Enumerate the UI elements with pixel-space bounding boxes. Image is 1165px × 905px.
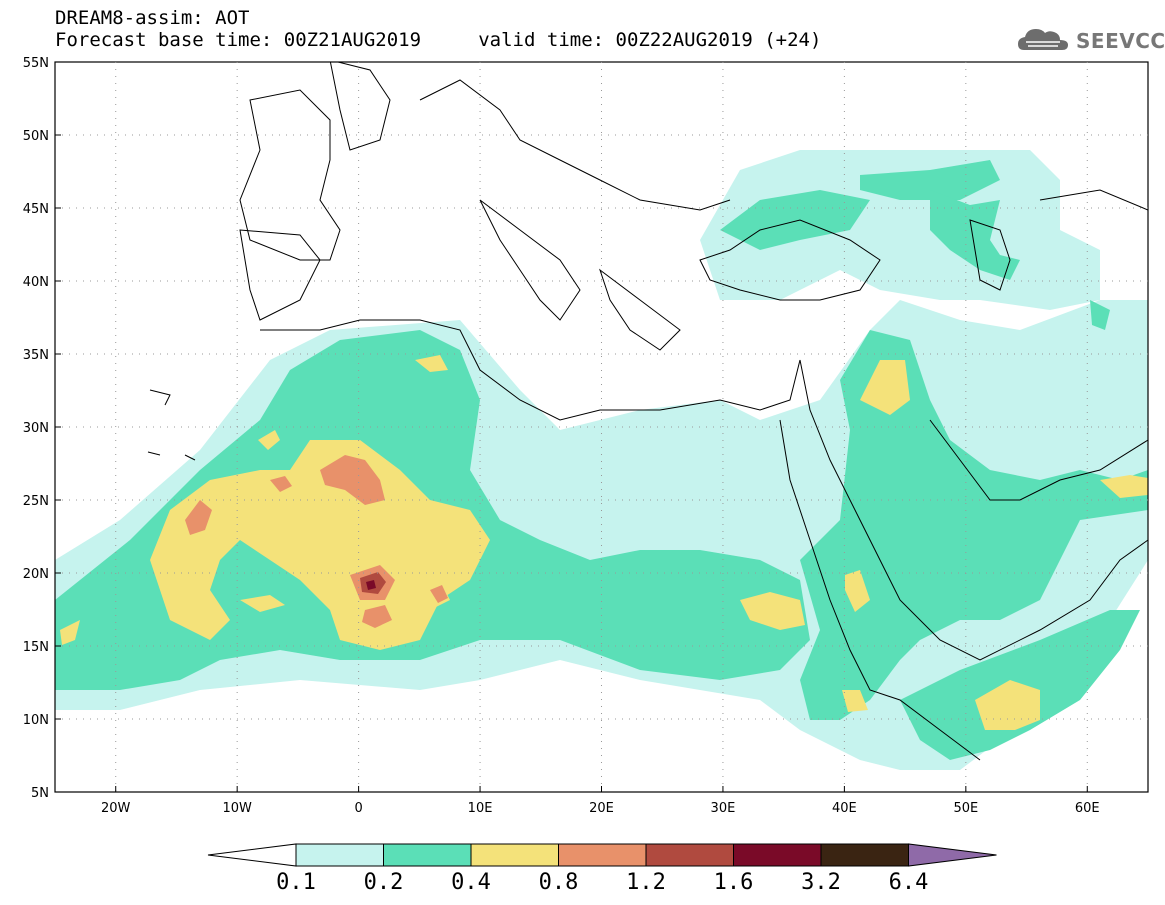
lon-label: 30E <box>711 801 736 816</box>
seevccc-logo: SEEVCCC <box>1016 24 1165 56</box>
lat-label: 35N <box>23 348 49 363</box>
lat-label: 30N <box>23 421 49 436</box>
colorbar-label: 0.2 <box>364 870 404 895</box>
cloud-icon <box>1018 29 1068 50</box>
colorbar-label: 3.2 <box>801 870 841 895</box>
lon-label: 60E <box>1075 801 1100 816</box>
colorbar-label: 6.4 <box>889 870 929 895</box>
colorbar-bin <box>295 843 384 867</box>
lat-label: 55N <box>23 56 49 71</box>
lat-label: 40N <box>23 275 49 290</box>
axis-labels: 55N 50N 45N 40N 35N 30N 25N 20N 15N 10N 5N 20W 10W 0 1… <box>23 56 1100 816</box>
colorbar-label: 0.1 <box>276 870 316 895</box>
lat-label: 5N <box>31 786 49 801</box>
logo-text: SEEVCCC <box>1076 29 1165 53</box>
lat-label: 45N <box>23 202 49 217</box>
colorbar-bin <box>820 843 909 867</box>
lon-label: 50E <box>953 801 978 816</box>
coastlines <box>147 62 1148 761</box>
lat-label: 10N <box>23 713 49 728</box>
colorbar-bin <box>733 843 822 867</box>
colorbar-bin <box>470 843 559 867</box>
lon-label: 10W <box>222 801 252 816</box>
colorbar-label: 1.2 <box>626 870 666 895</box>
chart-subtitle: Forecast base time: 00Z21AUG2019 valid t… <box>55 29 822 51</box>
colorbar-label: 0.8 <box>539 870 579 895</box>
colorbar-label: 1.6 <box>714 870 754 895</box>
lat-label: 20N <box>23 567 49 582</box>
gridlines <box>55 62 1148 792</box>
colorbar-bin <box>645 843 734 867</box>
colorbar-high-arrow <box>908 843 997 867</box>
colorbar-bin <box>383 843 472 867</box>
chart-title: DREAM8-assim: AOT <box>55 7 250 29</box>
lon-label: 20W <box>101 801 131 816</box>
colorbar: 0.1 0.2 0.4 0.8 1.2 1.6 3.2 6.4 <box>207 843 997 895</box>
lon-label: 0 <box>354 801 362 816</box>
colorbar-bin <box>558 843 647 867</box>
lat-label: 15N <box>23 640 49 655</box>
aot-field <box>55 150 1148 770</box>
lat-label: 25N <box>23 494 49 509</box>
lat-label: 50N <box>23 129 49 144</box>
lon-label: 40E <box>832 801 857 816</box>
colorbar-label: 0.4 <box>451 870 491 895</box>
colorbar-low-arrow <box>207 843 297 867</box>
lon-label: 20E <box>589 801 614 816</box>
lon-label: 10E <box>468 801 493 816</box>
